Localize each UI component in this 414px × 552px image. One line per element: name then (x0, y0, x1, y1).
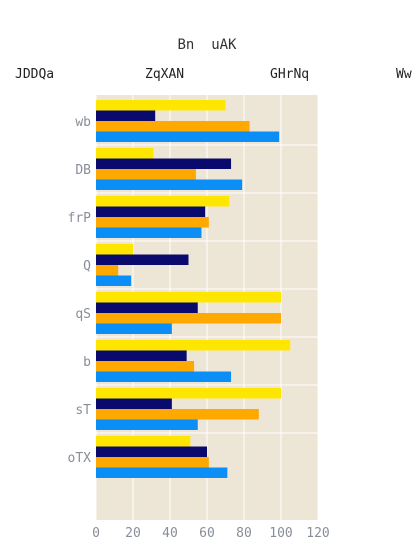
bar-sT-0 (96, 388, 281, 399)
bar-Q-2 (96, 265, 119, 276)
bar-sT-3 (96, 419, 198, 430)
bar-wb-3 (96, 131, 280, 142)
category-label-frP: frP (68, 211, 92, 226)
x-tick-label-1: 20 (125, 526, 141, 541)
bar-DB-3 (96, 179, 243, 190)
bar-DB-0 (96, 148, 154, 159)
bar-wb-2 (96, 121, 250, 132)
bar-b-1 (96, 350, 187, 361)
bar-oTX-1 (96, 446, 207, 457)
bar-DB-2 (96, 169, 196, 180)
legend-item-1: ZqXAN (145, 67, 184, 82)
legend-item-0: JDDQa (15, 67, 54, 82)
bars (96, 100, 291, 478)
category-label-wb: wb (75, 115, 91, 130)
chart-title: Bn uAK (177, 37, 237, 53)
bar-frP-3 (96, 227, 202, 238)
bar-oTX-2 (96, 457, 209, 468)
legend-item-3: Ww (396, 67, 412, 82)
bar-sT-2 (96, 409, 259, 420)
bar-frP-0 (96, 196, 230, 207)
x-tick-label-6: 120 (306, 526, 329, 541)
bar-sT-1 (96, 398, 172, 409)
x-tick-label-0: 0 (92, 526, 100, 541)
x-tick-label-4: 80 (236, 526, 252, 541)
bar-wb-1 (96, 110, 156, 121)
bar-qS-0 (96, 292, 281, 303)
x-axis-labels: 0 20 40 60 80 100 120 (92, 526, 330, 541)
bar-frP-2 (96, 217, 209, 228)
legend: JDDQa ZqXAN GHrNq Ww (15, 67, 412, 82)
category-label-sT: sT (75, 403, 91, 418)
bar-Q-0 (96, 244, 133, 255)
bar-oTX-3 (96, 467, 228, 478)
bar-DB-1 (96, 158, 232, 169)
bar-qS-1 (96, 302, 198, 313)
x-tick-label-5: 100 (269, 526, 292, 541)
bar-Q-3 (96, 275, 132, 286)
bar-wb-0 (96, 100, 226, 111)
bar-Q-1 (96, 254, 189, 265)
category-label-Q: Q (83, 259, 91, 274)
bar-b-3 (96, 371, 232, 382)
x-tick-label-3: 60 (199, 526, 215, 541)
bar-b-2 (96, 361, 195, 372)
category-label-oTX: oTX (68, 451, 92, 466)
y-axis-labels: wb DB frP QqS b sT oTX (68, 115, 92, 466)
category-label-qS: qS (75, 307, 91, 322)
category-label-b: b (83, 355, 91, 370)
bar-oTX-0 (96, 436, 191, 447)
legend-item-2: GHrNq (270, 67, 309, 82)
bar-qS-3 (96, 323, 172, 334)
x-tick-label-2: 40 (162, 526, 178, 541)
bar-frP-1 (96, 206, 206, 217)
bar-qS-2 (96, 313, 281, 324)
category-label-DB: DB (75, 163, 91, 178)
bar-b-0 (96, 340, 291, 351)
